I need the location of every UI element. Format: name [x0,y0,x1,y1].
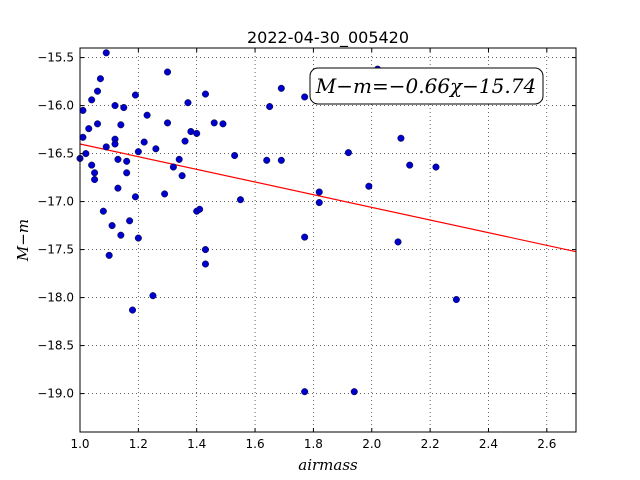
y-tick-label: −18.5 [37,339,74,353]
data-point [397,134,405,142]
data-point [201,246,209,254]
data-point [365,182,373,190]
data-point [277,84,285,92]
data-point [161,190,169,198]
data-point [131,91,139,99]
data-point [201,260,209,268]
data-point [94,87,102,95]
data-point [117,121,125,129]
data-point [111,102,119,110]
data-point [126,217,134,225]
data-point [219,120,227,128]
data-point [134,234,142,242]
ticks: 1.0 1.2 1.4 1.6 1.8 2.0 2.2 2.4 2.6 −15.5 −16.0 −16… [37,48,576,451]
data-point [129,306,137,314]
data-point [117,231,125,239]
data-point [123,157,131,165]
data-point [88,96,96,104]
data-point [114,184,122,192]
data-point [263,156,271,164]
data-point [114,155,122,163]
grid [79,48,576,432]
x-tick-label: 2.2 [421,437,440,451]
data-point [344,149,352,157]
x-tick-label: 1.2 [129,437,148,451]
data-point [105,251,113,259]
data-point [85,125,93,133]
y-tick-label: −16.5 [37,147,74,161]
data-point [301,233,309,241]
data-point [140,138,148,146]
data-point [196,205,204,213]
fit-equation: M−m=−0.66χ−15.74 [315,74,536,98]
data-point [187,128,195,136]
data-point [91,176,99,184]
data-point [79,106,87,114]
data-point [406,161,414,169]
y-tick-label: −15.5 [37,51,74,65]
data-point [149,292,157,300]
y-tick-label: −17.0 [37,195,74,209]
data-point [301,388,309,396]
data-point [175,155,183,163]
y-tick-label: −18.0 [37,291,74,305]
x-axis-label: airmass [298,456,358,474]
chart-title: 2022-04-30_005420 [247,28,409,48]
y-tick-label: −16.0 [37,99,74,113]
x-tick-label: 2.0 [362,437,381,451]
data-point [184,99,192,107]
plot-frame [79,47,577,433]
data-point [236,196,244,204]
data-point [164,68,172,76]
data-point [96,75,104,83]
x-tick-label: 1.0 [70,437,89,451]
data-point [102,143,110,151]
data-point [201,90,209,98]
y-axis-label: M−m [14,219,32,262]
x-tick-label: 1.8 [304,437,323,451]
y-tick-label: −19.0 [37,387,74,401]
data-point [266,103,274,111]
data-point [210,119,218,127]
fit-annotation: M−m=−0.66χ−15.74 [309,67,544,105]
data-point [452,296,460,304]
data-point [164,119,172,127]
data-point [120,104,128,112]
data-point [152,145,160,153]
data-point [134,148,142,156]
x-tick-label: 2.4 [479,437,498,451]
data-point [102,49,110,57]
data-point [91,169,99,177]
x-tick-label: 2.6 [537,437,556,451]
data-point [350,388,358,396]
data-point [394,238,402,246]
data-point [143,111,151,119]
fit-line [79,143,577,253]
data-point [432,163,440,171]
data-point [94,120,102,128]
x-tick-label: 1.6 [246,437,265,451]
data-point [181,137,189,145]
data-points [76,49,460,396]
data-point [111,140,119,148]
y-tick-label: −17.5 [37,243,74,257]
fit-line-group [79,143,577,253]
data-point [169,163,177,171]
data-point [178,172,186,180]
data-point [315,188,323,196]
data-point [231,152,239,160]
data-point [277,156,285,164]
data-point [315,199,323,207]
data-point [88,161,96,169]
data-point [131,193,139,201]
data-point [123,169,131,177]
data-point [193,129,201,137]
x-tick-label: 1.4 [187,437,206,451]
data-point [99,207,107,215]
data-point [108,222,116,230]
data-point [79,133,87,141]
data-point [301,93,309,101]
annotation-box [309,67,544,105]
